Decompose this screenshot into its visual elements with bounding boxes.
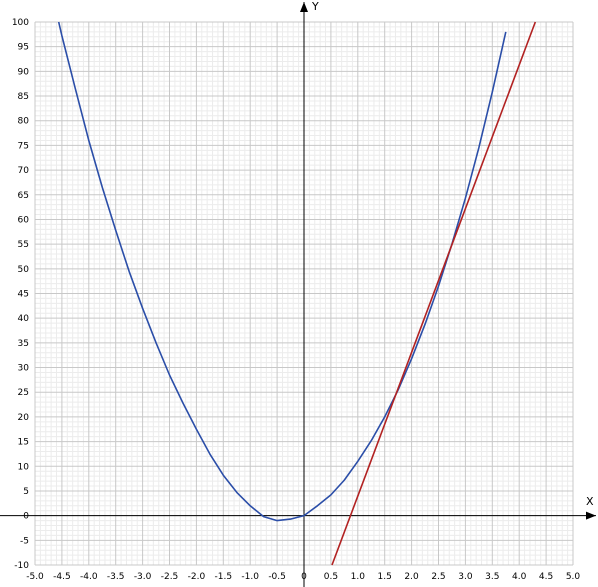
x-tick-label: 1.5 xyxy=(378,572,392,582)
y-tick-label: 100 xyxy=(12,18,29,28)
x-tick-label: 1.0 xyxy=(351,572,366,582)
y-tick-label: 40 xyxy=(18,314,30,324)
x-tick-label: 0.5 xyxy=(324,572,338,582)
x-tick-label: 4.0 xyxy=(512,572,527,582)
x-tick-label: -2.5 xyxy=(161,572,179,582)
series-line-1 xyxy=(57,21,507,522)
x-axis-arrow-icon xyxy=(586,511,596,520)
x-tick-label: 3.0 xyxy=(458,572,473,582)
y-tick-label: 70 xyxy=(18,166,30,176)
x-tick-label: -1.0 xyxy=(241,572,259,582)
x-tick-label: 0 xyxy=(301,572,307,582)
y-tick-label: 10 xyxy=(18,462,30,472)
x-tick-label: -4.5 xyxy=(53,572,71,582)
series-line-2 xyxy=(331,21,537,566)
y-tick-label: 75 xyxy=(18,141,29,151)
y-tick-label: 35 xyxy=(18,339,29,349)
x-tick-label: -5.0 xyxy=(26,572,44,582)
y-tick-label: 60 xyxy=(18,215,30,225)
y-tick-label: 20 xyxy=(18,413,30,423)
y-axis-arrow-icon xyxy=(300,2,308,12)
x-tick-label: 2.0 xyxy=(404,572,419,582)
y-tick-label: 55 xyxy=(18,240,29,250)
y-tick-label: 25 xyxy=(18,388,29,398)
x-tick-label: -4.0 xyxy=(80,572,98,582)
x-tick-label: -2.0 xyxy=(188,572,206,582)
x-tick-label: 5.0 xyxy=(566,572,581,582)
x-tick-label: -3.5 xyxy=(107,572,125,582)
x-tick-label: 3.5 xyxy=(485,572,499,582)
y-tick-label: 30 xyxy=(18,364,30,374)
series-lines xyxy=(57,21,537,566)
x-tick-label: 2.5 xyxy=(431,572,445,582)
y-tick-label: 5 xyxy=(23,487,29,497)
y-axis-label: Y xyxy=(311,0,319,13)
y-tick-label: 0 xyxy=(23,512,29,522)
x-tick-label: -1.5 xyxy=(215,572,233,582)
y-tick-label: -10 xyxy=(14,561,29,571)
x-tick-label: -0.5 xyxy=(268,572,286,582)
y-tick-label: 80 xyxy=(18,117,30,127)
y-tick-label: -5 xyxy=(20,536,29,546)
y-tick-label: 50 xyxy=(18,265,30,275)
y-tick-label: 95 xyxy=(18,43,29,53)
y-tick-label: 85 xyxy=(18,92,29,102)
x-tick-label: 4.5 xyxy=(539,572,553,582)
y-tick-label: 65 xyxy=(18,191,29,201)
x-axis-label: X xyxy=(586,495,594,508)
y-tick-label: 90 xyxy=(18,67,30,77)
x-tick-label: -3.0 xyxy=(134,572,152,582)
y-tick-label: 15 xyxy=(18,438,29,448)
y-tick-label: 45 xyxy=(18,290,29,300)
tick-labels: -5.0 -4.5 -4.0 -3.5 -3.0 -2.5 -2.0 -1.5 -1.0 -0.5… xyxy=(12,18,581,582)
